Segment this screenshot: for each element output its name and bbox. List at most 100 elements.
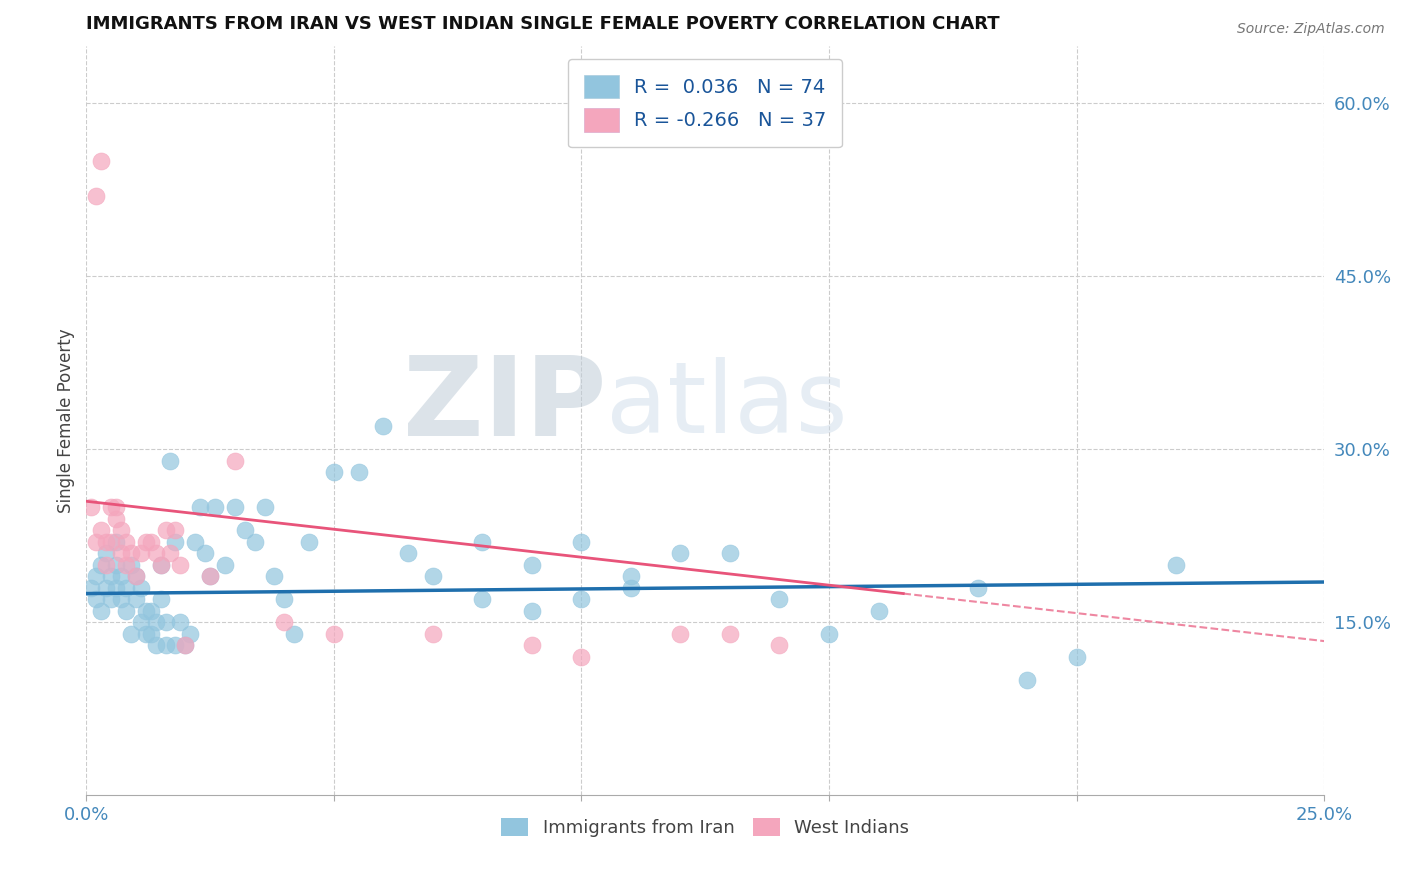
- Point: [818, 627, 841, 641]
- Point: [135, 604, 157, 618]
- Point: [194, 546, 217, 560]
- Point: [322, 627, 344, 641]
- Point: [125, 569, 148, 583]
- Point: [571, 650, 593, 665]
- Point: [273, 615, 295, 630]
- Text: IMMIGRANTS FROM IRAN VS WEST INDIAN SINGLE FEMALE POVERTY CORRELATION CHART: IMMIGRANTS FROM IRAN VS WEST INDIAN SING…: [86, 15, 1000, 33]
- Point: [174, 639, 197, 653]
- Point: [868, 604, 890, 618]
- Point: [105, 534, 128, 549]
- Point: [115, 558, 138, 572]
- Point: [373, 419, 395, 434]
- Point: [94, 558, 117, 572]
- Point: [100, 569, 122, 583]
- Text: Source: ZipAtlas.com: Source: ZipAtlas.com: [1237, 22, 1385, 37]
- Point: [396, 546, 419, 560]
- Point: [620, 581, 643, 595]
- Point: [105, 500, 128, 514]
- Point: [90, 523, 112, 537]
- Point: [110, 546, 132, 560]
- Point: [110, 592, 132, 607]
- Point: [165, 534, 187, 549]
- Point: [347, 466, 370, 480]
- Point: [620, 569, 643, 583]
- Point: [84, 534, 107, 549]
- Point: [149, 592, 172, 607]
- Legend: Immigrants from Iran, West Indians: Immigrants from Iran, West Indians: [492, 809, 918, 847]
- Point: [120, 627, 142, 641]
- Point: [115, 581, 138, 595]
- Point: [571, 592, 593, 607]
- Point: [1164, 558, 1187, 572]
- Point: [139, 604, 162, 618]
- Point: [1015, 673, 1038, 687]
- Point: [129, 581, 152, 595]
- Point: [115, 534, 138, 549]
- Point: [100, 534, 122, 549]
- Point: [90, 154, 112, 169]
- Point: [198, 569, 221, 583]
- Point: [155, 523, 177, 537]
- Point: [84, 592, 107, 607]
- Point: [94, 546, 117, 560]
- Point: [125, 569, 148, 583]
- Point: [135, 627, 157, 641]
- Point: [768, 592, 790, 607]
- Point: [204, 500, 226, 514]
- Point: [322, 466, 344, 480]
- Point: [155, 615, 177, 630]
- Point: [520, 604, 543, 618]
- Point: [94, 581, 117, 595]
- Point: [966, 581, 988, 595]
- Point: [283, 627, 305, 641]
- Point: [145, 546, 167, 560]
- Point: [90, 558, 112, 572]
- Point: [159, 546, 181, 560]
- Point: [253, 500, 276, 514]
- Point: [471, 592, 494, 607]
- Point: [520, 639, 543, 653]
- Point: [165, 523, 187, 537]
- Point: [94, 534, 117, 549]
- Point: [90, 604, 112, 618]
- Point: [422, 569, 444, 583]
- Point: [129, 546, 152, 560]
- Point: [298, 534, 321, 549]
- Point: [768, 639, 790, 653]
- Point: [165, 639, 187, 653]
- Point: [145, 615, 167, 630]
- Point: [214, 558, 236, 572]
- Point: [169, 615, 191, 630]
- Point: [149, 558, 172, 572]
- Y-axis label: Single Female Poverty: Single Female Poverty: [58, 328, 75, 513]
- Point: [224, 500, 246, 514]
- Point: [105, 558, 128, 572]
- Point: [669, 546, 692, 560]
- Point: [110, 569, 132, 583]
- Point: [471, 534, 494, 549]
- Point: [188, 500, 211, 514]
- Point: [243, 534, 266, 549]
- Point: [125, 592, 148, 607]
- Text: ZIP: ZIP: [402, 352, 606, 459]
- Point: [1066, 650, 1088, 665]
- Point: [80, 581, 103, 595]
- Point: [100, 592, 122, 607]
- Point: [135, 534, 157, 549]
- Point: [84, 188, 107, 202]
- Point: [233, 523, 256, 537]
- Point: [718, 627, 741, 641]
- Point: [520, 558, 543, 572]
- Point: [139, 534, 162, 549]
- Point: [224, 454, 246, 468]
- Point: [120, 558, 142, 572]
- Point: [669, 627, 692, 641]
- Point: [179, 627, 201, 641]
- Point: [198, 569, 221, 583]
- Point: [115, 604, 138, 618]
- Point: [105, 581, 128, 595]
- Point: [110, 523, 132, 537]
- Point: [80, 500, 103, 514]
- Point: [100, 500, 122, 514]
- Point: [84, 569, 107, 583]
